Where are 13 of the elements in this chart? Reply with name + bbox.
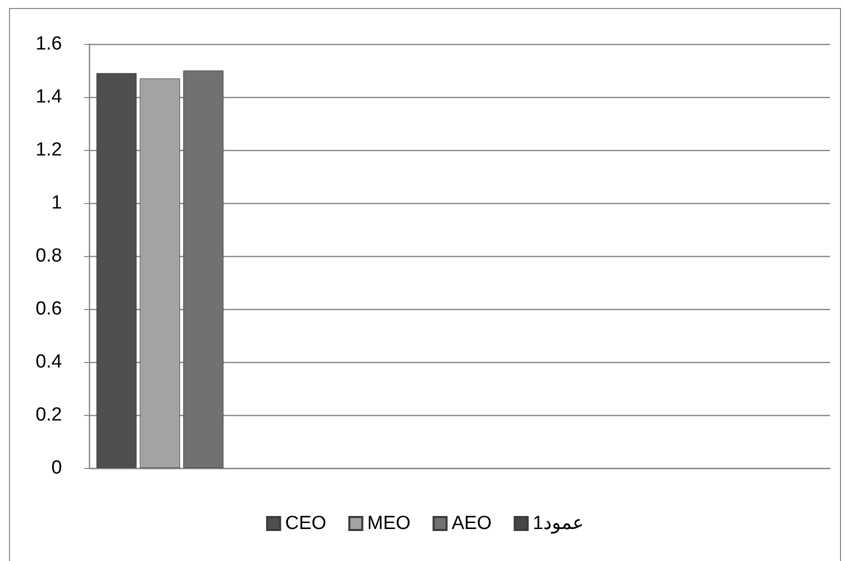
y-tick-label: 0.6: [36, 298, 62, 320]
y-tick-label: 0: [51, 458, 62, 478]
legend-label: عمود1: [532, 513, 584, 534]
legend-label: AEO: [452, 513, 492, 534]
y-tick-label: 1.2: [36, 140, 62, 160]
y-tick-label: 1: [51, 192, 62, 214]
legend-label: MEO: [367, 513, 411, 534]
legend-label: CEO: [285, 513, 326, 534]
y-tick-label: 0.8: [36, 246, 62, 266]
y-tick-label: 1.4: [36, 86, 62, 108]
y-tick-label: 0.4: [36, 352, 62, 372]
y-tick-label: 1.6: [36, 34, 62, 54]
y-tick-label: 0.2: [36, 404, 62, 426]
